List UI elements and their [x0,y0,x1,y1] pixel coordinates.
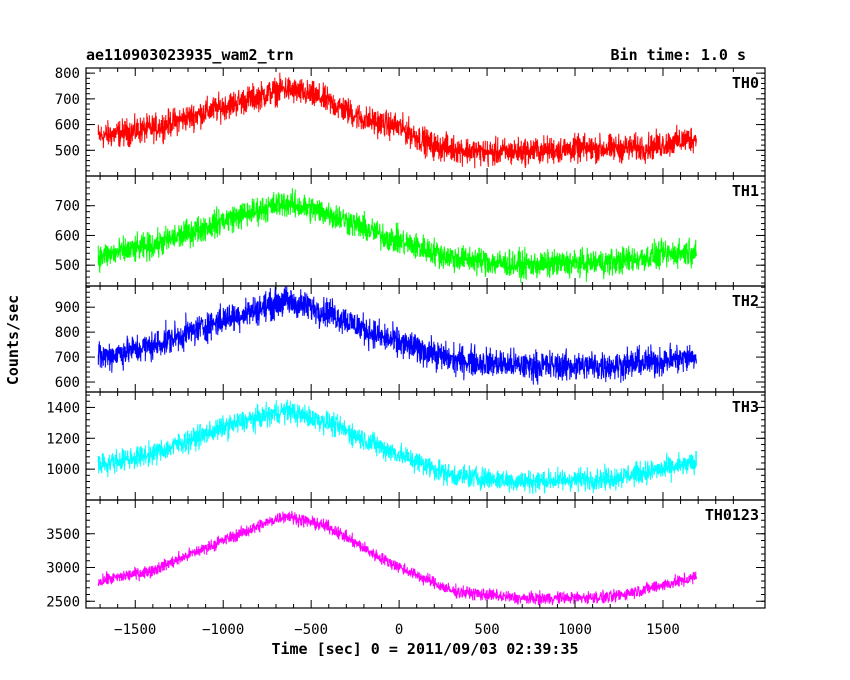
y-tick-label: 700 [55,350,80,366]
y-tick-label: 800 [55,325,80,341]
y-tick-label: 1000 [46,462,80,478]
y-tick-label: 3500 [46,527,80,543]
series-th1-line [97,188,697,283]
x-axis: −1500 −1000 −500 0 500 1000 1500 [114,622,680,638]
x-tick-label: 1000 [558,622,592,638]
x-tick-label: −500 [294,622,328,638]
panel-th2: 600 700 800 900 TH2 [55,285,766,393]
x-tick-label: −1500 [114,622,156,638]
y-tick-label: 2500 [46,594,80,610]
y-tick-label: 900 [55,300,80,316]
panel-frame [85,499,766,609]
panel-th0123: 2500 3000 3500 TH0123 [46,499,766,610]
chart-title: ae110903023935_wam2_trn [86,46,294,64]
y-tick-label: 500 [55,258,80,274]
y-tick-label: 700 [55,199,80,215]
y-tick-label: 1200 [46,431,80,447]
x-tick-label: 1500 [646,622,680,638]
series-th0123-line [97,510,697,606]
y-tick-label: 1400 [46,400,80,416]
y-axis-label: Counts/sec [4,295,22,385]
series-th3-line [97,399,697,495]
bin-time-label: Bin time: 1.0 s [611,46,746,64]
panel-frame [85,67,766,177]
series-th0-line [97,72,697,169]
y-tick-label: 3000 [46,561,80,577]
panel-name-label: TH2 [732,292,759,310]
panel-name-label: TH0123 [705,506,759,524]
x-tick-label: 0 [395,622,403,638]
y-tick-label: 600 [55,228,80,244]
panel-name-label: TH3 [732,398,759,416]
y-tick-label: 700 [55,92,80,108]
panel-frame [85,285,766,393]
y-tick-label: 600 [55,118,80,134]
x-tick-label: −1000 [202,622,244,638]
panel-th3: 1000 1200 1400 TH3 [46,391,766,501]
x-axis-label: Time [sec] 0 = 2011/09/03 02:39:35 [271,640,578,658]
y-tick-label: 800 [55,66,80,82]
series-th2-line [97,286,697,385]
panel-name-label: TH1 [732,182,759,200]
panel-th1: 500 600 700 TH1 [55,175,766,287]
y-tick-label: 600 [55,375,80,391]
x-tick-label: 500 [474,622,499,638]
panel-th0: 500 600 700 800 TH0 [55,66,766,177]
panels-group: 500 600 700 800 TH0 500 600 700 TH1 600 700 800 900 T… [46,66,766,610]
y-tick-label: 500 [55,143,80,159]
panel-name-label: TH0 [732,74,759,92]
